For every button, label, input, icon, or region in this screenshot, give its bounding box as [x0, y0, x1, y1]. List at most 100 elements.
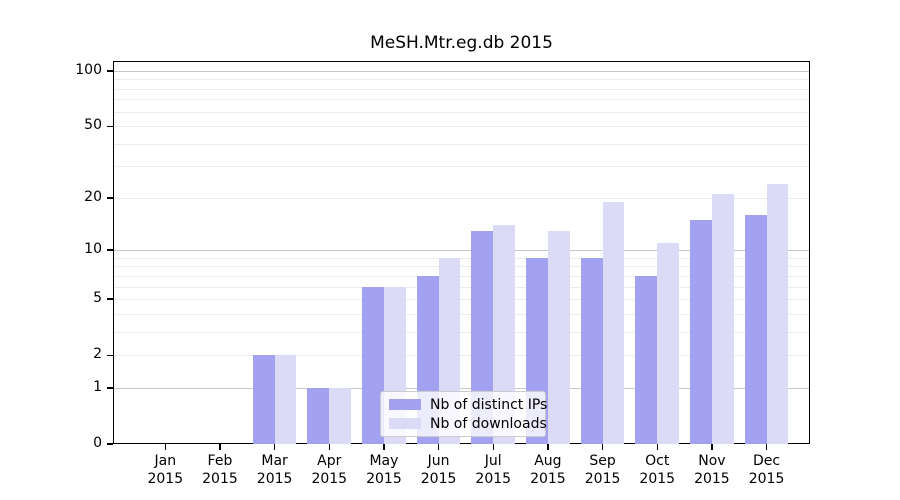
bar-distinct-ips-10	[690, 219, 712, 444]
bar-downloads-6	[493, 225, 516, 444]
x-tick-label: Apr 2015	[301, 452, 357, 488]
x-tick-label: Sep 2015	[575, 452, 631, 488]
x-tick-label-line: Mar	[261, 453, 288, 469]
x-tick-label-line: Jul	[484, 453, 502, 469]
y-axis-tick	[107, 197, 113, 199]
y-axis-tick	[107, 125, 113, 127]
y-axis-tick	[107, 354, 113, 356]
legend: Nb of distinct IPs Nb of downloads	[380, 391, 547, 437]
x-tick-label: May 2015	[356, 452, 412, 488]
y-axis-tick	[107, 443, 113, 445]
y-tick-label: 50	[84, 117, 102, 134]
x-tick-label: Mar 2015	[247, 452, 303, 488]
x-axis-tick	[765, 444, 768, 450]
bar-distinct-ips-11	[744, 215, 767, 444]
minor-gridline	[114, 331, 809, 333]
major-gridline	[114, 70, 809, 72]
y-tick-label: 10	[84, 241, 102, 258]
legend-label-downloads: Nb of downloads	[430, 415, 547, 432]
y-tick-label: 0	[93, 435, 102, 451]
minor-gridline	[114, 257, 809, 259]
x-axis-tick	[547, 444, 549, 450]
minor-gridline	[114, 299, 809, 301]
x-tick-label-line: 2015	[748, 471, 785, 487]
x-axis-tick	[328, 444, 330, 450]
bar-downloads-9	[657, 243, 680, 444]
bar-distinct-ips-8	[580, 257, 603, 444]
bar-downloads-3	[329, 387, 352, 444]
legend-label-distinct-ips: Nb of distinct IPs	[430, 396, 548, 413]
y-tick-label: 2	[93, 346, 102, 363]
chart-title: MeSH.Mtr.eg.db 2015	[370, 33, 553, 53]
x-tick-label: Aug 2015	[520, 452, 576, 488]
minor-gridline	[114, 79, 809, 81]
x-tick-label: Jul 2015	[465, 452, 521, 488]
x-axis-tick	[492, 444, 494, 450]
x-tick-label-line: 2015	[311, 471, 348, 487]
minor-gridline	[114, 126, 809, 128]
y-tick-label: 100	[75, 61, 102, 78]
bar-downloads-2	[274, 355, 297, 444]
x-tick-label: Nov 2015	[684, 452, 740, 488]
minor-gridline	[114, 266, 809, 268]
x-axis-tick	[273, 444, 276, 450]
x-tick-label: Jun 2015	[411, 452, 467, 488]
x-tick-label-line: Aug	[534, 453, 562, 469]
y-tick-label: 20	[84, 188, 102, 205]
minor-gridline	[114, 99, 809, 101]
x-tick-label-line: Feb	[207, 453, 233, 469]
x-tick-label-line: 2015	[475, 471, 512, 487]
y-axis-tick	[107, 298, 113, 300]
x-axis-tick	[711, 444, 713, 450]
major-gridline	[114, 250, 809, 252]
bar-downloads-8	[602, 201, 625, 444]
x-tick-label-line: 2015	[584, 471, 621, 487]
x-tick-label-line: Nov	[698, 453, 726, 469]
x-axis-tick	[437, 444, 440, 450]
x-tick-label-line: 2015	[694, 471, 730, 487]
x-tick-label-line: May	[369, 453, 399, 469]
minor-gridline	[114, 111, 809, 113]
bar-distinct-ips-9	[635, 275, 658, 444]
x-tick-label-line: Sep	[589, 453, 616, 469]
x-tick-label-line: 2015	[639, 471, 676, 487]
legend-swatch-distinct-ips	[389, 399, 421, 410]
legend-swatch-downloads	[389, 418, 421, 429]
x-axis-tick	[164, 444, 166, 450]
minor-gridline	[114, 286, 809, 288]
bar-distinct-ips-6	[471, 230, 494, 444]
x-tick-label-line: Jan	[154, 453, 177, 469]
x-tick-label-line: 2015	[420, 471, 457, 487]
bar-downloads-10	[711, 194, 734, 444]
x-axis-tick	[656, 444, 658, 450]
x-axis-tick	[601, 444, 604, 450]
x-tick-label-line: 2015	[530, 471, 566, 487]
x-tick-label: Feb 2015	[192, 452, 248, 488]
y-axis-tick	[107, 387, 113, 389]
legend-item-downloads: Nb of downloads	[389, 416, 547, 432]
x-tick-label: Dec 2015	[739, 452, 795, 488]
x-tick-label-line: 2015	[202, 471, 238, 487]
x-tick-label-line: Dec	[753, 453, 781, 469]
y-tick-label: 5	[93, 290, 102, 307]
minor-gridline	[114, 197, 809, 199]
bar-distinct-ips-2	[252, 355, 275, 444]
y-axis-tick	[107, 70, 113, 72]
x-axis-tick	[219, 444, 221, 450]
bar-distinct-ips-4	[362, 286, 384, 444]
minor-gridline	[114, 275, 809, 277]
minor-gridline	[114, 143, 809, 145]
minor-gridline	[114, 166, 809, 168]
minor-gridline	[114, 313, 809, 315]
x-tick-label-line: 2015	[256, 471, 293, 487]
x-tick-label: Jan 2015	[137, 452, 193, 488]
x-tick-label-line: Apr	[317, 453, 342, 469]
bar-distinct-ips-3	[307, 387, 330, 444]
x-tick-label: Oct 2015	[629, 452, 685, 488]
x-tick-label-line: 2015	[147, 471, 184, 487]
x-tick-label-line: Oct	[645, 453, 670, 469]
x-tick-label-line: 2015	[366, 471, 402, 487]
bar-downloads-11	[766, 183, 789, 444]
legend-item-distinct-ips: Nb of distinct IPs	[389, 397, 547, 413]
